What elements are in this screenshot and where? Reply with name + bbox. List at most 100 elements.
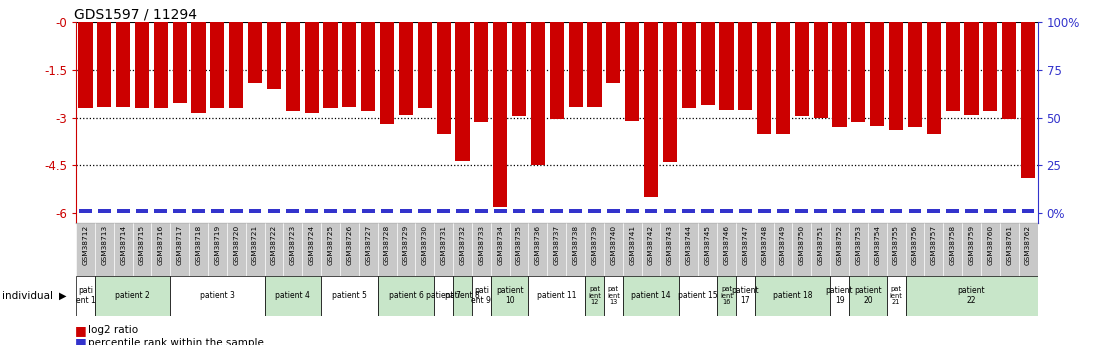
- Bar: [720, 209, 732, 213]
- Bar: [833, 22, 846, 127]
- Bar: [453, 276, 472, 316]
- Bar: [965, 209, 978, 213]
- Text: GSM38727: GSM38727: [366, 225, 371, 265]
- Bar: [529, 276, 585, 316]
- Bar: [227, 223, 246, 276]
- Bar: [491, 276, 529, 316]
- Bar: [757, 22, 771, 134]
- Text: GSM38730: GSM38730: [421, 225, 428, 265]
- Bar: [472, 223, 491, 276]
- Text: GSM38744: GSM38744: [685, 225, 692, 265]
- Bar: [999, 223, 1018, 276]
- Bar: [719, 22, 733, 110]
- Bar: [114, 223, 133, 276]
- Text: pat
ient
21: pat ient 21: [890, 286, 902, 305]
- Bar: [738, 22, 752, 110]
- Bar: [698, 223, 717, 276]
- Text: GSM38719: GSM38719: [215, 225, 220, 265]
- Text: GSM38713: GSM38713: [102, 225, 107, 265]
- Bar: [455, 22, 470, 160]
- Text: GSM38731: GSM38731: [440, 225, 447, 265]
- Bar: [682, 22, 695, 108]
- Bar: [717, 276, 736, 316]
- Bar: [474, 22, 489, 122]
- Bar: [1022, 209, 1034, 213]
- Text: patient 8: patient 8: [445, 291, 480, 300]
- Bar: [796, 209, 808, 213]
- Bar: [324, 209, 337, 213]
- Bar: [135, 22, 149, 108]
- Bar: [265, 223, 283, 276]
- Text: GSM38746: GSM38746: [723, 225, 729, 265]
- Bar: [361, 22, 376, 111]
- Bar: [980, 223, 999, 276]
- Text: GSM38750: GSM38750: [799, 225, 805, 265]
- Text: GSM38715: GSM38715: [139, 225, 145, 265]
- Bar: [604, 223, 623, 276]
- Text: GSM38743: GSM38743: [666, 225, 673, 265]
- Text: patient 15: patient 15: [679, 291, 718, 300]
- Bar: [814, 209, 827, 213]
- Bar: [170, 276, 265, 316]
- Text: GSM38757: GSM38757: [931, 225, 937, 265]
- Bar: [286, 209, 300, 213]
- Text: GDS1597 / 11294: GDS1597 / 11294: [74, 7, 197, 21]
- Text: patient 3: patient 3: [200, 291, 235, 300]
- Bar: [283, 223, 302, 276]
- Bar: [192, 209, 205, 213]
- Text: individual: individual: [2, 291, 54, 301]
- Bar: [418, 209, 432, 213]
- Bar: [626, 209, 638, 213]
- Bar: [343, 209, 356, 213]
- Bar: [512, 22, 527, 116]
- Bar: [887, 276, 906, 316]
- Bar: [78, 22, 93, 108]
- Bar: [246, 223, 265, 276]
- Bar: [321, 223, 340, 276]
- Bar: [418, 22, 432, 108]
- Bar: [585, 223, 604, 276]
- Bar: [755, 276, 831, 316]
- Bar: [135, 209, 149, 213]
- Bar: [928, 209, 940, 213]
- Text: GSM38732: GSM38732: [459, 225, 465, 265]
- Bar: [172, 22, 187, 103]
- Bar: [793, 223, 812, 276]
- Bar: [493, 22, 508, 207]
- Text: GSM38716: GSM38716: [158, 225, 164, 265]
- Bar: [1003, 209, 1015, 213]
- Text: patient 18: patient 18: [773, 291, 812, 300]
- Text: GSM38754: GSM38754: [874, 225, 880, 265]
- Text: GSM38734: GSM38734: [498, 225, 503, 265]
- Bar: [607, 209, 619, 213]
- Bar: [529, 223, 548, 276]
- Bar: [739, 209, 751, 213]
- Bar: [984, 22, 997, 111]
- Text: GSM38759: GSM38759: [968, 225, 975, 265]
- Bar: [76, 223, 95, 276]
- Bar: [323, 22, 338, 108]
- Bar: [208, 223, 227, 276]
- Bar: [340, 223, 359, 276]
- Bar: [758, 209, 770, 213]
- Text: patient 14: patient 14: [632, 291, 671, 300]
- Bar: [548, 223, 566, 276]
- Bar: [472, 276, 491, 316]
- Text: GSM38720: GSM38720: [234, 225, 239, 265]
- Bar: [795, 22, 809, 116]
- Bar: [550, 22, 563, 119]
- Text: pati
ent 9: pati ent 9: [472, 286, 491, 305]
- Bar: [211, 209, 224, 213]
- Bar: [908, 22, 922, 127]
- Text: GSM38761: GSM38761: [1006, 225, 1012, 265]
- Bar: [399, 22, 413, 115]
- Bar: [831, 223, 849, 276]
- Bar: [680, 276, 717, 316]
- Bar: [191, 22, 206, 113]
- Bar: [984, 209, 997, 213]
- Bar: [906, 276, 1038, 316]
- Text: patient
17: patient 17: [731, 286, 759, 305]
- Text: GSM38723: GSM38723: [290, 225, 296, 265]
- Bar: [644, 22, 659, 197]
- Bar: [831, 276, 849, 316]
